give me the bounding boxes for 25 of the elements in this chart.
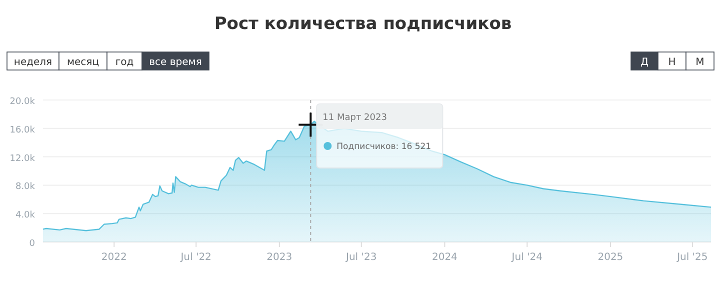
toggle-button[interactable]: Д [630, 52, 658, 70]
toggle-button[interactable]: Н [658, 52, 686, 70]
x-tick-label: Jul '23 [345, 252, 377, 263]
toggle-button[interactable]: М [686, 52, 714, 70]
y-tick-label: 8.0k [15, 182, 36, 192]
x-tick-label: Jul '24 [510, 252, 542, 263]
toggle-button[interactable]: год [106, 52, 142, 70]
tooltip: 11 Март 2023 Подписчиков: 16 521 [316, 104, 444, 168]
y-tick-label: 20.0k [10, 97, 36, 107]
y-tick-label: 12.0k [10, 154, 36, 164]
toggle-button[interactable]: месяц [58, 52, 108, 70]
toggle-button[interactable]: неделя [6, 52, 60, 70]
x-tick-label: 2024 [432, 252, 458, 263]
x-tick-label: Jul '25 [676, 252, 708, 263]
toggle-button[interactable]: все время [142, 52, 210, 70]
x-tick-label: 2022 [101, 252, 127, 263]
annotation: 11 Март 2023 [322, 113, 387, 123]
x-tick-label: Jul '22 [180, 252, 212, 263]
y-tick-label: 16.0k [10, 125, 36, 136]
y-tick-label: 0 [29, 239, 36, 249]
x-tick-label: 2025 [598, 252, 624, 263]
y-tick-label: 4.0k [15, 210, 36, 221]
x-tick-label: 2023 [266, 252, 292, 263]
chart-title: Рост количества подписчиков [214, 14, 512, 34]
annotation: Подписчиков: 16 521 [336, 142, 432, 152]
